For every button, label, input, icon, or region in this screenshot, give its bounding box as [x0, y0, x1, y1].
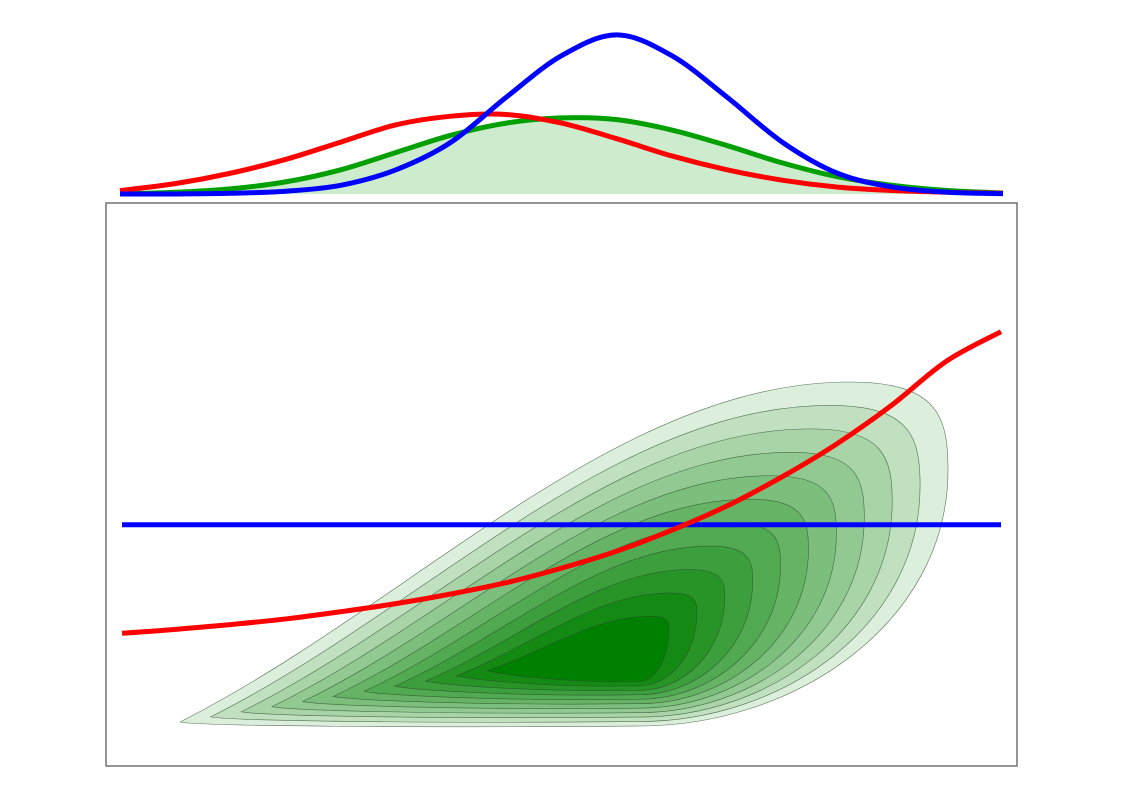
marginal-top-panel — [119, 32, 1004, 197]
marginal-area-0 — [120, 117, 1003, 194]
main-panel — [105, 202, 1018, 767]
main-line-1 — [121, 329, 1003, 636]
marginal-line-1 — [119, 111, 1004, 196]
marginal-line-2 — [119, 32, 1004, 197]
contour-group — [179, 381, 949, 728]
contour-level-10 — [485, 616, 670, 682]
